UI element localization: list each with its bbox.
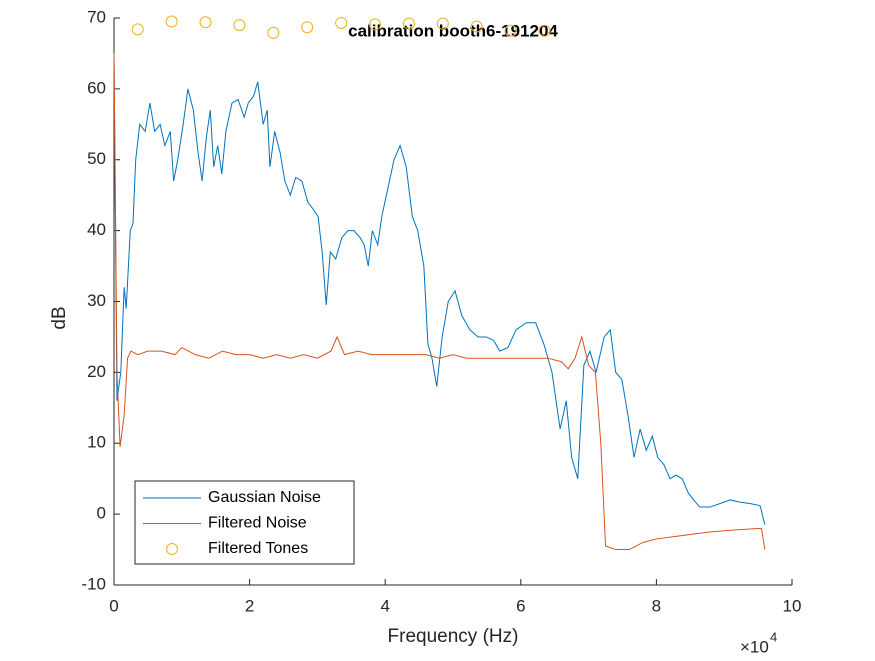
series-line bbox=[113, 53, 766, 551]
y-tick-label: 50 bbox=[87, 149, 106, 168]
tone-marker bbox=[165, 15, 178, 28]
tone-marker bbox=[267, 26, 280, 39]
tone-marker bbox=[199, 16, 212, 29]
x-tick-label: 8 bbox=[652, 596, 661, 615]
tone-marker bbox=[504, 24, 517, 37]
y-tick-label: 40 bbox=[87, 220, 106, 239]
x-tick-label: 6 bbox=[516, 596, 525, 615]
tone-marker bbox=[402, 17, 415, 30]
tone-marker bbox=[233, 19, 246, 32]
series-line bbox=[113, 53, 766, 525]
tone-marker bbox=[538, 24, 551, 37]
tone-marker bbox=[470, 20, 483, 33]
tone-marker bbox=[131, 23, 144, 36]
y-tick-label: 0 bbox=[97, 504, 106, 523]
tone-marker bbox=[301, 21, 314, 34]
x-multiplier-exponent: 4 bbox=[770, 629, 777, 644]
legend-label: Filtered Noise bbox=[208, 515, 307, 532]
legend-marker bbox=[166, 543, 178, 555]
y-tick-label: 70 bbox=[87, 7, 106, 26]
y-axis-label: dB bbox=[49, 306, 70, 329]
y-tick-label: 20 bbox=[87, 362, 106, 381]
x-axis-label: Frequency (Hz) bbox=[388, 626, 519, 647]
tone-marker bbox=[436, 17, 449, 30]
tone-marker bbox=[369, 18, 382, 31]
x-tick-label: 10 bbox=[783, 596, 802, 615]
x-multiplier: ×10 bbox=[740, 637, 769, 656]
x-tick-label: 4 bbox=[380, 596, 389, 615]
x-tick-label: 2 bbox=[245, 596, 254, 615]
x-tick-label: 0 bbox=[109, 596, 118, 615]
y-tick-label: 30 bbox=[87, 291, 106, 310]
legend-box bbox=[134, 480, 355, 565]
y-tick-label: 60 bbox=[87, 78, 106, 97]
chart-title: calibration booth6-191204 bbox=[348, 21, 558, 40]
legend-label: Filtered Tones bbox=[208, 540, 308, 557]
legend-label: Gaussian Noise bbox=[208, 489, 321, 506]
y-tick-label: -10 bbox=[81, 574, 106, 593]
tone-marker bbox=[335, 16, 348, 29]
y-tick-label: 10 bbox=[87, 433, 106, 452]
